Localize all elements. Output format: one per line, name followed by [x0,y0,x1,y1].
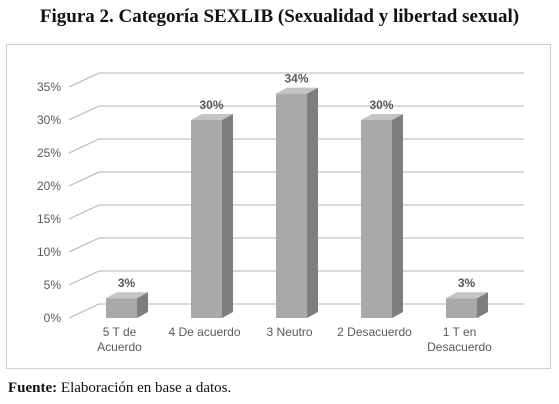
source-note: Fuente: Elaboración en base a datos. [8,380,231,397]
data-label: 3% [118,276,136,290]
gridline-depth [68,204,100,220]
gridline-depth [68,171,100,187]
bar-side [392,114,403,318]
bar-side [307,87,318,318]
source-label: Fuente: [8,380,58,396]
bar [446,298,477,318]
bar-side [477,292,488,318]
x-tick-label-line: 5 T de [103,325,137,339]
gridline-depth [68,237,100,253]
y-tick-label: 30% [37,113,61,127]
y-tick-label: 5% [44,278,62,292]
bar-top [446,292,488,299]
y-tick-label: 35% [37,80,61,94]
bar-chart: 0% 5% 10% 15% 20% 25% 30% 35% 3% 5 T de Acuerdo 30%… [37,72,524,354]
data-label: 3% [458,276,476,290]
bar-top [276,87,318,94]
bar-top [106,292,148,299]
y-tick-label: 10% [37,245,61,259]
gridline-depth [68,303,100,319]
bar-top [361,114,403,120]
y-tick-label: 0% [44,311,62,325]
figure-title: Figura 2. Categoría SEXLIB (Sexualidad y… [39,6,520,27]
x-tick-label-line: 2 Desacuerdo [337,325,412,339]
x-tick-label: 2 Desacuerdo [337,325,412,339]
x-tick-label: 4 De acuerdo [168,325,240,339]
x-tick-label-line: 4 De acuerdo [168,325,240,339]
bar-top [191,114,233,120]
source-text: Elaboración en base a datos. [57,380,232,396]
bar [361,120,392,318]
gridline-depth [68,138,100,154]
data-label: 34% [284,72,308,86]
x-tick-label-line: Desacuerdo [427,340,492,354]
y-tick-label: 20% [37,179,61,193]
bar-side [222,114,233,318]
gridline-depth [68,72,100,88]
x-tick-label: 1 T en Desacuerdo [427,325,492,354]
chart-frame: 0% 5% 10% 15% 20% 25% 30% 35% 3% 5 T de Acuerdo 30%… [6,44,551,369]
bar [106,298,137,318]
x-tick-label-line: 3 Neutro [266,325,312,339]
y-tick-label: 15% [37,212,61,226]
x-tick-label: 3 Neutro [266,325,312,339]
data-label: 30% [199,98,223,112]
y-tick-label: 25% [37,146,61,160]
bar-side [137,292,148,318]
x-tick-label-line: Acuerdo [97,340,142,354]
data-label: 30% [369,98,393,112]
bar [276,93,307,318]
gridline-depth [68,270,100,286]
x-tick-label-line: 1 T en [443,325,477,339]
gridline-depth [68,105,100,121]
bar [191,120,222,318]
x-tick-label: 5 T de Acuerdo [97,325,142,354]
